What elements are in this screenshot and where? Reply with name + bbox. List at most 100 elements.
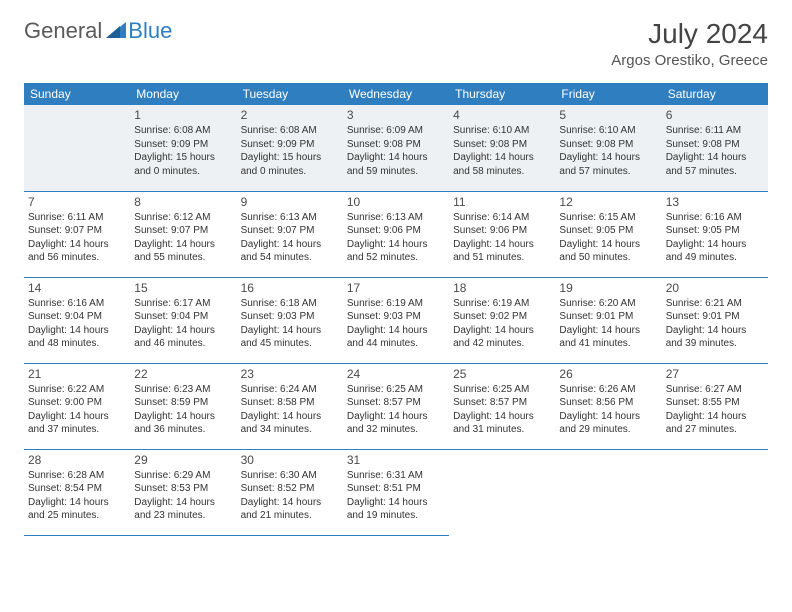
day-info: Sunrise: 6:20 AMSunset: 9:01 PMDaylight:… — [559, 297, 657, 351]
day-info: Sunrise: 6:09 AMSunset: 9:08 PMDaylight:… — [347, 124, 445, 178]
calendar-day-cell: 9 Sunrise: 6:13 AMSunset: 9:07 PMDaylight… — [237, 191, 343, 277]
day-number: 12 — [559, 195, 657, 209]
day-number: 1 — [134, 108, 232, 122]
calendar-day-cell: 10 Sunrise: 6:13 AMSunset: 9:06 PMDayligh… — [343, 191, 449, 277]
day-number: 24 — [347, 367, 445, 381]
day-number: 22 — [134, 367, 232, 381]
day-number: 29 — [134, 453, 232, 467]
day-info: Sunrise: 6:10 AMSunset: 9:08 PMDaylight:… — [559, 124, 657, 178]
calendar-day-cell: 17 Sunrise: 6:19 AMSunset: 9:03 PMDayligh… — [343, 277, 449, 363]
calendar-week-row: 21Sunrise: 6:22 AMSunset: 9:00 PMDayligh… — [24, 363, 768, 449]
day-number: 9 — [241, 195, 339, 209]
day-number: 18 — [453, 281, 551, 295]
calendar-day-cell: 31 Sunrise: 6:31 AMSunset: 8:51 PMDayligh… — [343, 449, 449, 535]
calendar-day-cell: 24Sunrise: 6:25 AMSunset: 8:57 PMDayligh… — [343, 363, 449, 449]
title-block: July 2024 Argos Orestiko, Greece — [611, 18, 768, 69]
day-info: Sunrise: 6:16 AMSunset: 9:04 PMDaylight:… — [28, 297, 126, 351]
calendar-day-cell: 2Sunrise: 6:08 AMSunset: 9:09 PMDaylight… — [237, 105, 343, 191]
day-number: 28 — [28, 453, 126, 467]
weekday-header: Tuesday — [237, 83, 343, 105]
weekday-header: Friday — [555, 83, 661, 105]
calendar-day-cell: 4 Sunrise: 6:10 AMSunset: 9:08 PMDaylight… — [449, 105, 555, 191]
calendar-day-cell — [662, 449, 768, 535]
day-number: 11 — [453, 195, 551, 209]
day-number: 30 — [241, 453, 339, 467]
day-number: 17 — [347, 281, 445, 295]
day-number: 26 — [559, 367, 657, 381]
day-info: Sunrise: 6:10 AMSunset: 9:08 PMDaylight:… — [453, 124, 551, 178]
day-info: Sunrise: 6:12 AMSunset: 9:07 PMDaylight:… — [134, 211, 232, 265]
calendar-day-cell: 21Sunrise: 6:22 AMSunset: 9:00 PMDayligh… — [24, 363, 130, 449]
day-info: Sunrise: 6:08 AMSunset: 9:09 PMDaylight:… — [134, 124, 232, 178]
day-info: Sunrise: 6:19 AMSunset: 9:03 PMDaylight:… — [347, 297, 445, 351]
header: General Blue July 2024 Argos Orestiko, G… — [24, 18, 768, 69]
calendar-day-cell: 23 Sunrise: 6:24 AMSunset: 8:58 PMDayligh… — [237, 363, 343, 449]
logo: General Blue — [24, 18, 172, 44]
day-number: 7 — [28, 195, 126, 209]
day-info: Sunrise: 6:31 AMSunset: 8:51 PMDaylight:… — [347, 469, 445, 523]
calendar-day-cell: 15 Sunrise: 6:17 AMSunset: 9:04 PMDayligh… — [130, 277, 236, 363]
day-info: Sunrise: 6:11 AMSunset: 9:08 PMDaylight:… — [666, 124, 764, 178]
calendar-day-cell: 30 Sunrise: 6:30 AMSunset: 8:52 PMDayligh… — [237, 449, 343, 535]
calendar-day-cell — [555, 449, 661, 535]
weekday-header: Thursday — [449, 83, 555, 105]
day-info: Sunrise: 6:13 AMSunset: 9:07 PMDaylight:… — [241, 211, 339, 265]
day-number: 4 — [453, 108, 551, 122]
day-info: Sunrise: 6:19 AMSunset: 9:02 PMDaylight:… — [453, 297, 551, 351]
weekday-header: Monday — [130, 83, 236, 105]
calendar-day-cell: 26 Sunrise: 6:26 AMSunset: 8:56 PMDayligh… — [555, 363, 661, 449]
day-number: 23 — [241, 367, 339, 381]
day-number: 13 — [666, 195, 764, 209]
day-info: Sunrise: 6:21 AMSunset: 9:01 PMDaylight:… — [666, 297, 764, 351]
calendar-day-cell: 27 Sunrise: 6:27 AMSunset: 8:55 PMDayligh… — [662, 363, 768, 449]
day-number: 25 — [453, 367, 551, 381]
calendar-day-cell: 29Sunrise: 6:29 AMSunset: 8:53 PMDayligh… — [130, 449, 236, 535]
day-number: 8 — [134, 195, 232, 209]
day-info: Sunrise: 6:16 AMSunset: 9:05 PMDaylight:… — [666, 211, 764, 265]
weekday-header: Sunday — [24, 83, 130, 105]
day-info: Sunrise: 6:17 AMSunset: 9:04 PMDaylight:… — [134, 297, 232, 351]
calendar-week-row: 14 Sunrise: 6:16 AMSunset: 9:04 PMDayligh… — [24, 277, 768, 363]
day-number: 10 — [347, 195, 445, 209]
day-info: Sunrise: 6:13 AMSunset: 9:06 PMDaylight:… — [347, 211, 445, 265]
logo-text-2: Blue — [128, 18, 172, 44]
calendar-week-row: 1 Sunrise: 6:08 AMSunset: 9:09 PMDaylight… — [24, 105, 768, 191]
month-title: July 2024 — [611, 18, 768, 50]
day-number: 15 — [134, 281, 232, 295]
weekday-header: Wednesday — [343, 83, 449, 105]
day-info: Sunrise: 6:08 AMSunset: 9:09 PMDaylight:… — [241, 124, 339, 178]
day-number: 20 — [666, 281, 764, 295]
calendar-day-cell: 8 Sunrise: 6:12 AMSunset: 9:07 PMDaylight… — [130, 191, 236, 277]
calendar-day-cell — [449, 449, 555, 535]
day-info: Sunrise: 6:18 AMSunset: 9:03 PMDaylight:… — [241, 297, 339, 351]
day-number: 16 — [241, 281, 339, 295]
day-number: 31 — [347, 453, 445, 467]
day-number: 6 — [666, 108, 764, 122]
calendar-day-cell: 3Sunrise: 6:09 AMSunset: 9:08 PMDaylight… — [343, 105, 449, 191]
calendar-day-cell: 16 Sunrise: 6:18 AMSunset: 9:03 PMDayligh… — [237, 277, 343, 363]
calendar-week-row: 7 Sunrise: 6:11 AMSunset: 9:07 PMDaylight… — [24, 191, 768, 277]
calendar-day-cell: 28 Sunrise: 6:28 AMSunset: 8:54 PMDayligh… — [24, 449, 130, 535]
day-info: Sunrise: 6:28 AMSunset: 8:54 PMDaylight:… — [28, 469, 126, 523]
calendar-day-cell: 1 Sunrise: 6:08 AMSunset: 9:09 PMDaylight… — [130, 105, 236, 191]
day-number: 27 — [666, 367, 764, 381]
day-info: Sunrise: 6:27 AMSunset: 8:55 PMDaylight:… — [666, 383, 764, 437]
day-info: Sunrise: 6:22 AMSunset: 9:00 PMDaylight:… — [28, 383, 126, 437]
calendar-day-cell: 12 Sunrise: 6:15 AMSunset: 9:05 PMDayligh… — [555, 191, 661, 277]
day-info: Sunrise: 6:26 AMSunset: 8:56 PMDaylight:… — [559, 383, 657, 437]
calendar-day-cell: 25Sunrise: 6:25 AMSunset: 8:57 PMDayligh… — [449, 363, 555, 449]
weekday-header-row: SundayMondayTuesdayWednesdayThursdayFrid… — [24, 83, 768, 105]
day-info: Sunrise: 6:11 AMSunset: 9:07 PMDaylight:… — [28, 211, 126, 265]
location: Argos Orestiko, Greece — [611, 52, 768, 69]
logo-triangle-icon — [106, 18, 126, 44]
calendar-day-cell: 6 Sunrise: 6:11 AMSunset: 9:08 PMDaylight… — [662, 105, 768, 191]
day-number: 14 — [28, 281, 126, 295]
calendar-day-cell: 18 Sunrise: 6:19 AMSunset: 9:02 PMDayligh… — [449, 277, 555, 363]
day-number: 19 — [559, 281, 657, 295]
day-info: Sunrise: 6:30 AMSunset: 8:52 PMDaylight:… — [241, 469, 339, 523]
day-info: Sunrise: 6:24 AMSunset: 8:58 PMDaylight:… — [241, 383, 339, 437]
day-info: Sunrise: 6:15 AMSunset: 9:05 PMDaylight:… — [559, 211, 657, 265]
calendar-day-cell: 22Sunrise: 6:23 AMSunset: 8:59 PMDayligh… — [130, 363, 236, 449]
day-info: Sunrise: 6:14 AMSunset: 9:06 PMDaylight:… — [453, 211, 551, 265]
calendar-day-cell: 19 Sunrise: 6:20 AMSunset: 9:01 PMDayligh… — [555, 277, 661, 363]
